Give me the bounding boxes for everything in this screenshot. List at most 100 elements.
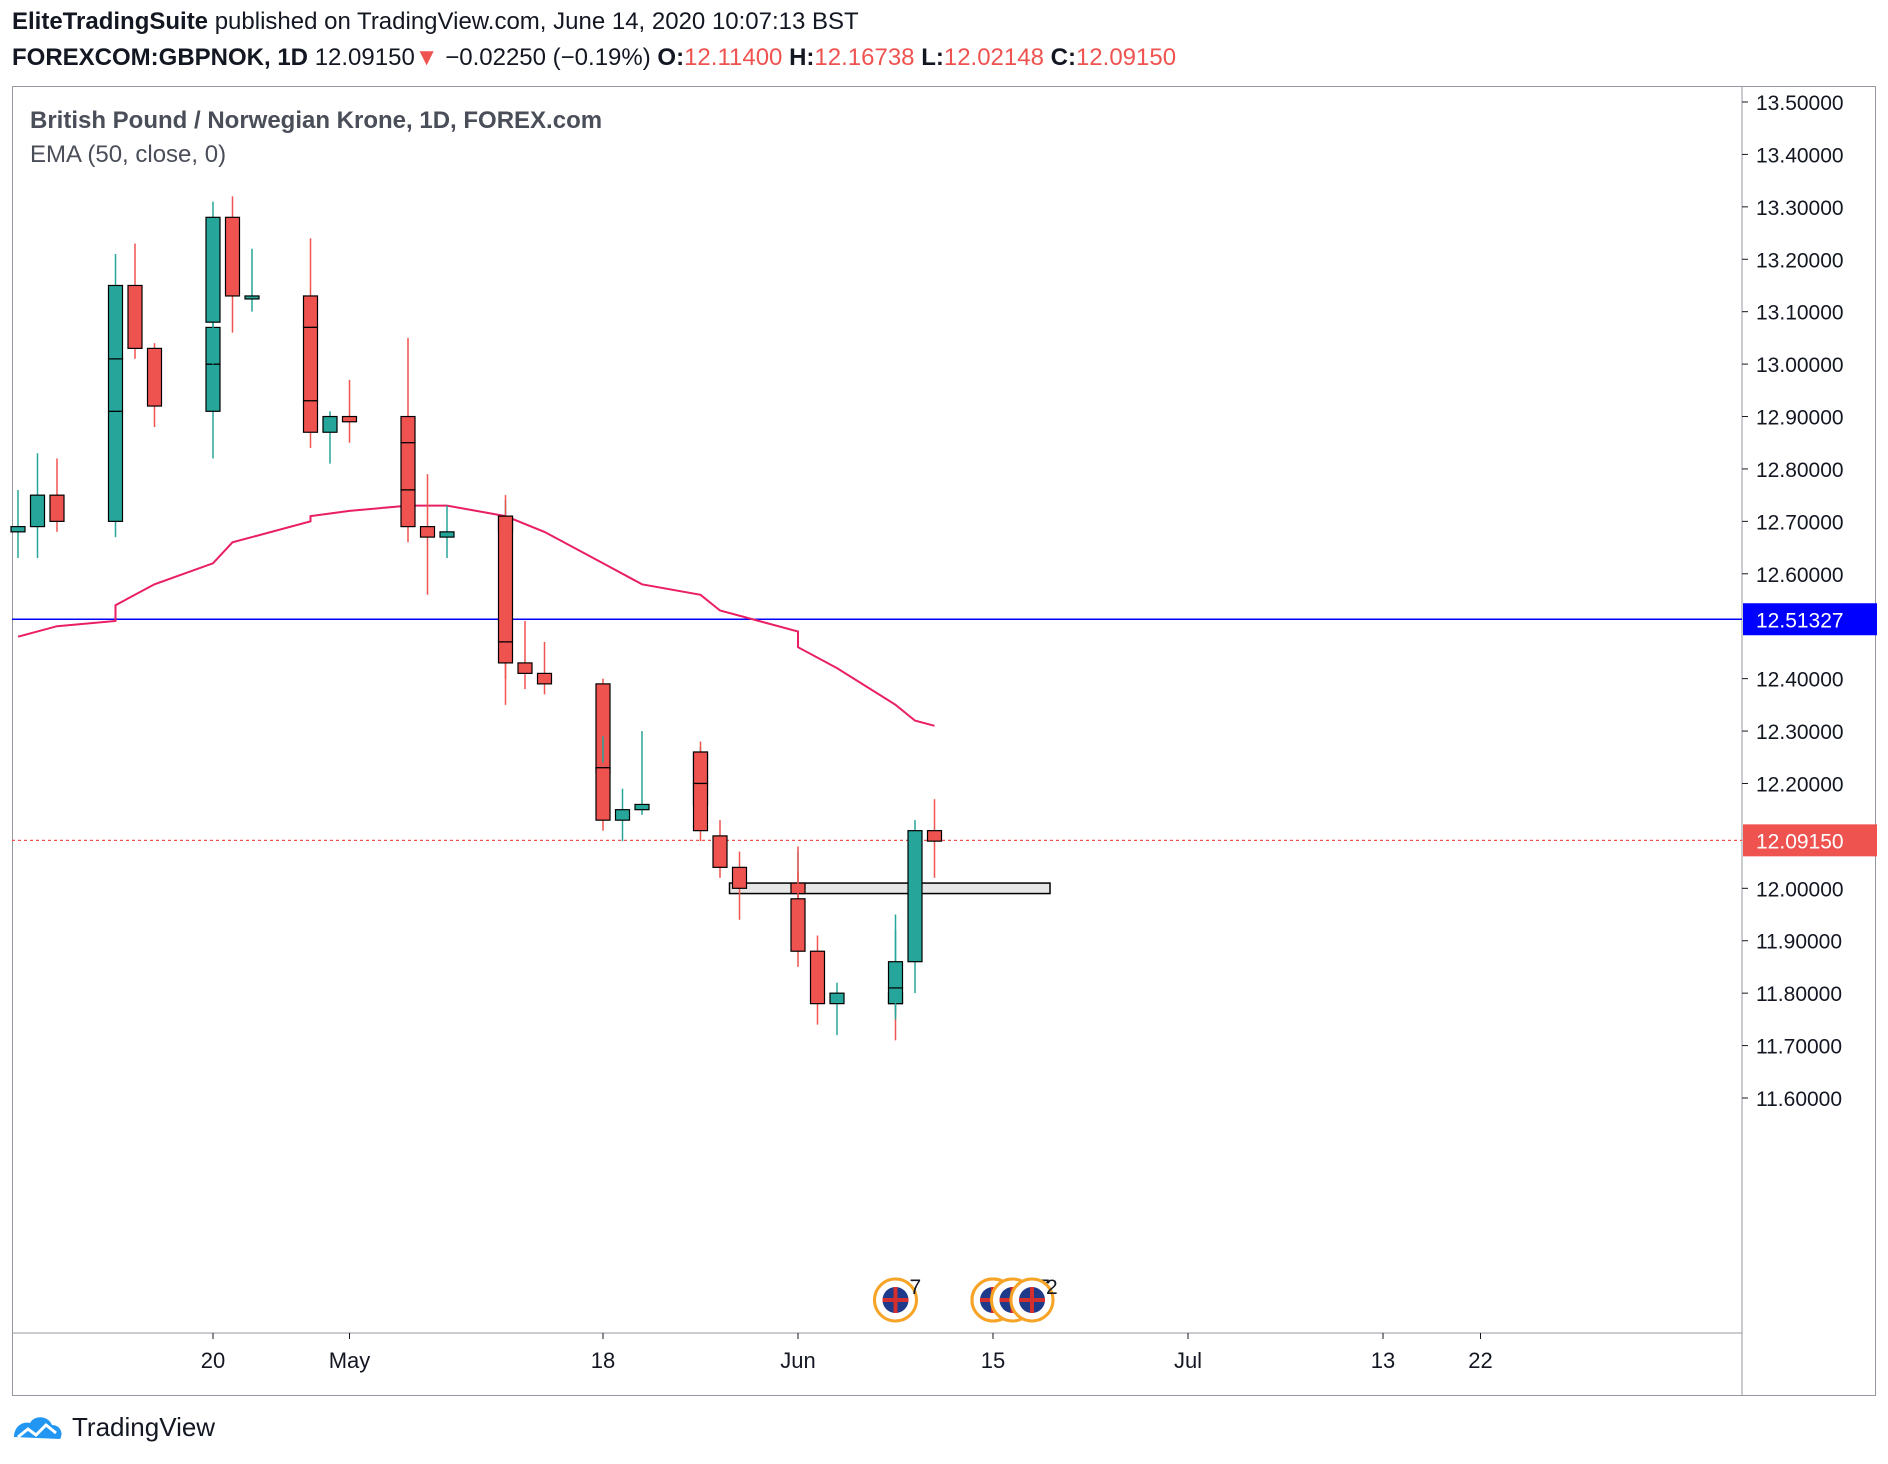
chart-frame (12, 86, 1876, 1396)
candle[interactable] (790, 872, 806, 967)
time-tick-label: Jun (780, 1348, 815, 1373)
indicator-legend[interactable]: EMA (50, close, 0) (30, 141, 226, 168)
high-value: 12.16738 (814, 44, 915, 71)
candle[interactable] (205, 201, 221, 365)
ema-line (17, 504, 935, 727)
author-name[interactable]: EliteTradingSuite (12, 8, 209, 35)
symbol-line: FOREXCOM:GBPNOK, 1D 12.09150▼ −0.02250 (… (12, 44, 1176, 72)
level-price-tag-bg (1743, 603, 1877, 636)
candle[interactable] (146, 343, 163, 428)
candle-body (107, 284, 124, 360)
candle-body (614, 809, 631, 821)
candle-body (517, 662, 533, 674)
candle[interactable] (341, 379, 358, 443)
event-marker[interactable]: 7 (873, 1276, 922, 1323)
price-axis[interactable]: 13.50000 13.40000 13.30000 13.20000 13.10000… (1742, 92, 1844, 1111)
candle-body (29, 494, 46, 528)
candle[interactable] (712, 820, 728, 878)
time-tick-label: Jul (1174, 1348, 1202, 1373)
candle[interactable] (400, 468, 416, 543)
candle-body (400, 489, 416, 528)
candle[interactable] (517, 620, 533, 690)
candle[interactable] (29, 453, 46, 559)
time-tick-label: 13 (1371, 1348, 1395, 1373)
candle[interactable] (926, 799, 943, 878)
candle-body (790, 898, 806, 952)
candle[interactable] (595, 762, 611, 831)
candle-body (302, 400, 319, 433)
price-tick-label: 13.50000 (1756, 92, 1844, 115)
candle[interactable] (10, 489, 26, 559)
tradingview-brand[interactable]: TradingView (72, 1412, 216, 1442)
candle-body (10, 526, 26, 533)
candle[interactable] (107, 254, 124, 370)
candle[interactable] (322, 411, 338, 464)
candle-body (595, 767, 611, 821)
price-tick-label: 12.80000 (1756, 459, 1844, 482)
candle[interactable] (829, 982, 845, 1036)
candle[interactable] (439, 505, 455, 559)
candle[interactable] (302, 374, 319, 448)
candle[interactable] (692, 762, 709, 842)
candle-body (692, 782, 709, 832)
support-zone-rect[interactable] (728, 882, 1051, 895)
price-tick-label: 13.30000 (1756, 197, 1844, 220)
high-label: H: (789, 44, 815, 71)
candle[interactable] (887, 914, 904, 1020)
footer: TradingView (12, 1412, 215, 1443)
last-price-tag-bg (1743, 824, 1877, 857)
price-tick-label: 11.80000 (1756, 983, 1842, 1006)
chart-legend-title[interactable]: British Pound / Norwegian Krone, 1D, FOR… (30, 107, 602, 134)
candle[interactable] (419, 474, 436, 595)
price-tick-label: 11.90000 (1756, 931, 1842, 954)
candle-body (244, 295, 260, 300)
price-tick-label: 12.30000 (1756, 721, 1844, 744)
price-tick-label: 13.10000 (1756, 302, 1844, 325)
candle-body (887, 961, 904, 989)
symbol-name[interactable]: FOREXCOM:GBPNOK, 1D (12, 44, 309, 71)
publish-line: EliteTradingSuite published on TradingVi… (12, 8, 859, 36)
candle-body (322, 415, 338, 433)
candle[interactable] (244, 248, 260, 312)
candle[interactable] (907, 820, 923, 994)
candle-body (731, 866, 748, 889)
candle-body (224, 216, 241, 297)
low-value: 12.02148 (943, 44, 1044, 71)
candle-body (536, 672, 553, 685)
candle-body (829, 992, 845, 1005)
tradingview-logo-icon[interactable] (12, 1413, 64, 1443)
candle[interactable] (127, 243, 143, 359)
economic-events[interactable]: 7251772 (873, 1276, 1058, 1323)
candle[interactable] (49, 458, 65, 532)
price-chart[interactable]: British Pound / Norwegian Krone, 1D, FOR… (0, 0, 1888, 1400)
price-tick-label: 12.70000 (1756, 511, 1844, 534)
ema-polyline (17, 504, 935, 727)
candle-body (926, 830, 943, 842)
event-marker[interactable]: 2 (1009, 1276, 1058, 1323)
candle-body (809, 950, 826, 1005)
publish-info: published on TradingView.com, June 14, 2… (208, 8, 859, 35)
candle-body (497, 641, 514, 664)
candle[interactable] (536, 641, 553, 695)
close-value: 12.09150 (1075, 44, 1177, 71)
candle[interactable] (224, 196, 241, 333)
price-tick-label: 12.20000 (1756, 773, 1844, 796)
price-tick-label: 12.60000 (1756, 564, 1844, 587)
level-price-tag-text: 12.51327 (1756, 609, 1844, 632)
candle-body (146, 347, 163, 407)
candles[interactable] (10, 196, 943, 1041)
price-tick-label: 12.40000 (1756, 669, 1844, 692)
support-zone[interactable] (728, 882, 1051, 895)
candle[interactable] (497, 626, 514, 705)
price-tick-label: 13.40000 (1756, 144, 1844, 167)
last-price: 12.09150 (314, 44, 415, 71)
time-tick-label: 15 (981, 1348, 1005, 1373)
candle-body (439, 531, 455, 538)
candle[interactable] (634, 731, 650, 815)
candle[interactable] (614, 788, 631, 842)
time-tick-label: May (329, 1348, 371, 1373)
candle[interactable] (731, 851, 748, 920)
candle[interactable] (809, 935, 826, 1025)
time-axis[interactable]: 20 May 18 Jun 15 Jul 13 22 (201, 1333, 1493, 1373)
candle-body (634, 803, 650, 811)
